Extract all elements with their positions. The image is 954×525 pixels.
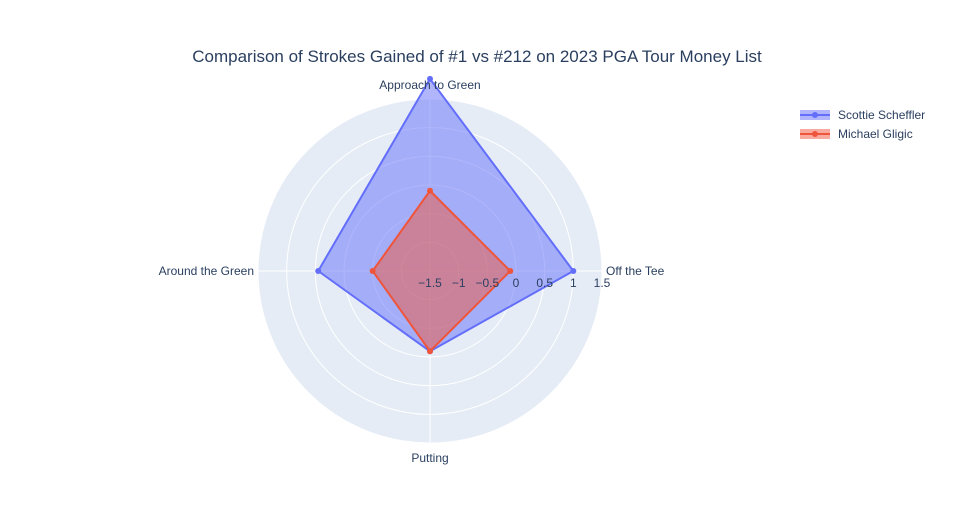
radial-tick-label: 0.5 [536,276,553,290]
legend-marker [812,131,818,137]
legend-label: Michael Gligic [838,127,913,141]
data-point [507,268,514,274]
radial-tick-label: 1 [570,276,577,290]
legend-item[interactable]: Scottie Scheffler [800,108,925,122]
data-point [315,268,322,274]
angular-label: Around the Green [159,264,254,278]
legend-label: Scottie Scheffler [838,108,925,122]
data-point [369,268,376,274]
radial-tick-label: −1.5 [418,276,442,290]
angular-label: Approach to Green [379,78,480,92]
data-point [427,75,433,82]
series-layer [315,75,577,355]
angular-label: Putting [411,451,448,465]
radial-tick-labels: −1.5 −1 −0.5 0 0.5 1 1.5 [418,276,611,290]
radial-tick-label: 1.5 [594,276,611,290]
data-point [570,268,577,274]
angular-label: Off the Tee [606,264,665,278]
legend-item[interactable]: Michael Gligic [800,127,913,141]
chart-title: Comparison of Strokes Gained of #1 vs #2… [192,47,762,66]
radial-tick-label: −1 [452,276,466,290]
data-point [427,187,433,194]
angular-axis-labels: Off the Tee Approach to Green Around the G… [159,78,665,465]
legend-marker [812,112,818,118]
data-point [427,348,433,355]
radial-tick-label: −0.5 [475,276,499,290]
legend[interactable]: Scottie Scheffler Michael Gligic [800,108,925,141]
radial-tick-label: 0 [513,276,520,290]
